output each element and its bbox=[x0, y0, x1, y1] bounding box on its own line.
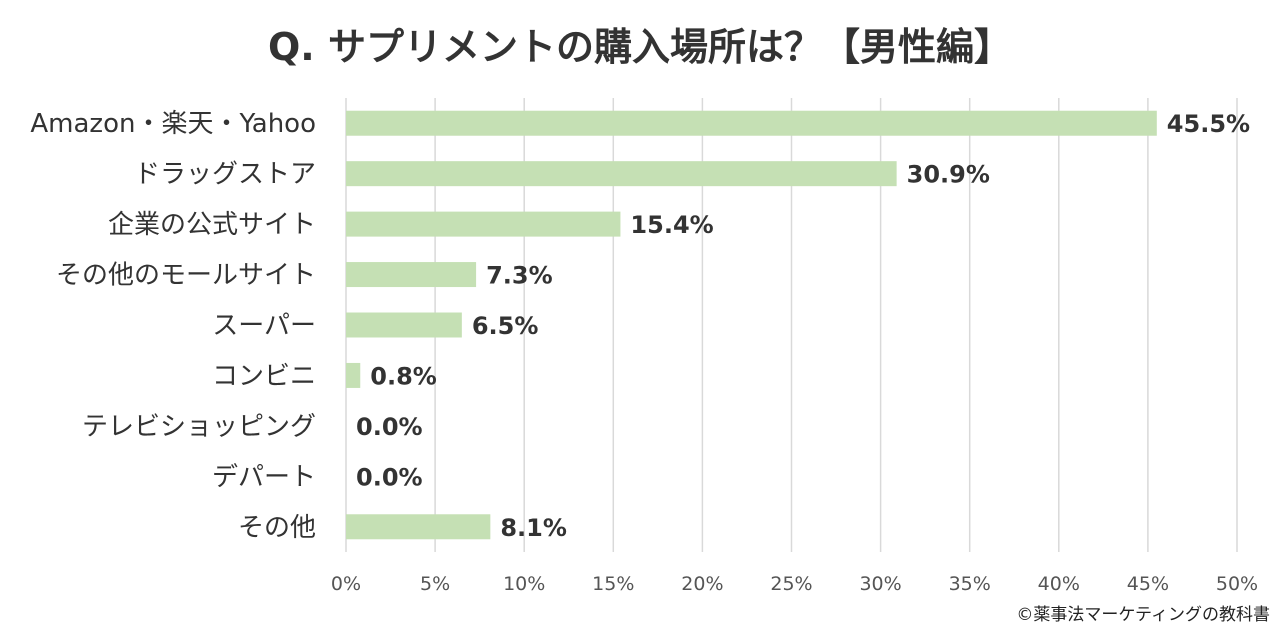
bars bbox=[346, 110, 1157, 540]
chart-title: Q. サプリメントの購入場所は？【男性編】 bbox=[268, 25, 1012, 69]
x-tick-label: 45% bbox=[1127, 573, 1169, 595]
x-tick-label: 5% bbox=[420, 573, 450, 595]
x-tick-label: 10% bbox=[503, 573, 545, 595]
credit-text: ©薬事法マーケティングの教科書 bbox=[1016, 605, 1270, 625]
value-label: 0.8% bbox=[370, 362, 437, 390]
value-label: 0.0% bbox=[356, 413, 423, 441]
category-label: 企業の公式サイト bbox=[108, 210, 316, 240]
value-labels: 45.5% 30.9% 15.4% 7.3% 6.5% 0.8% 0.0% 0.0% 8.1% bbox=[356, 110, 1250, 542]
x-tick-label: 35% bbox=[949, 573, 991, 595]
value-label: 8.1% bbox=[500, 514, 567, 542]
bar bbox=[346, 211, 621, 237]
x-tick-label: 30% bbox=[859, 573, 901, 595]
x-tick-label: 15% bbox=[592, 573, 634, 595]
x-axis-tick-labels: 0% 5% 10% 15% 20% 25% 30% 35% 40% 45% 50% bbox=[331, 573, 1258, 595]
value-label: 30.9% bbox=[907, 161, 990, 189]
category-label: テレビショッピング bbox=[82, 412, 316, 442]
category-label: コンビニ bbox=[212, 361, 316, 391]
category-label: その他 bbox=[238, 513, 316, 543]
value-label: 7.3% bbox=[486, 262, 553, 290]
value-label: 15.4% bbox=[630, 211, 713, 239]
value-label: 6.5% bbox=[472, 312, 539, 340]
x-tick-label: 20% bbox=[681, 573, 723, 595]
bar bbox=[346, 514, 491, 540]
category-label: ドラッグストア bbox=[134, 160, 316, 190]
bar bbox=[346, 161, 897, 187]
category-label: その他のモールサイト bbox=[56, 261, 316, 291]
value-label: 45.5% bbox=[1167, 110, 1250, 138]
bar bbox=[346, 110, 1157, 136]
category-label: Amazon・楽天・Yahoo bbox=[30, 109, 316, 139]
x-tick-label: 25% bbox=[770, 573, 812, 595]
value-label: 0.0% bbox=[356, 463, 423, 491]
category-label: スーパー bbox=[212, 311, 316, 341]
bar bbox=[346, 362, 361, 388]
category-label: デパート bbox=[212, 462, 316, 492]
x-tick-label: 40% bbox=[1038, 573, 1080, 595]
bar bbox=[346, 262, 477, 288]
x-tick-label: 50% bbox=[1216, 573, 1258, 595]
category-labels: Amazon・楽天・Yahoo ドラッグストア企業の公式サイトその他のモールサイト… bbox=[30, 109, 316, 543]
bar bbox=[346, 312, 462, 338]
x-tick-label: 0% bbox=[331, 573, 361, 595]
